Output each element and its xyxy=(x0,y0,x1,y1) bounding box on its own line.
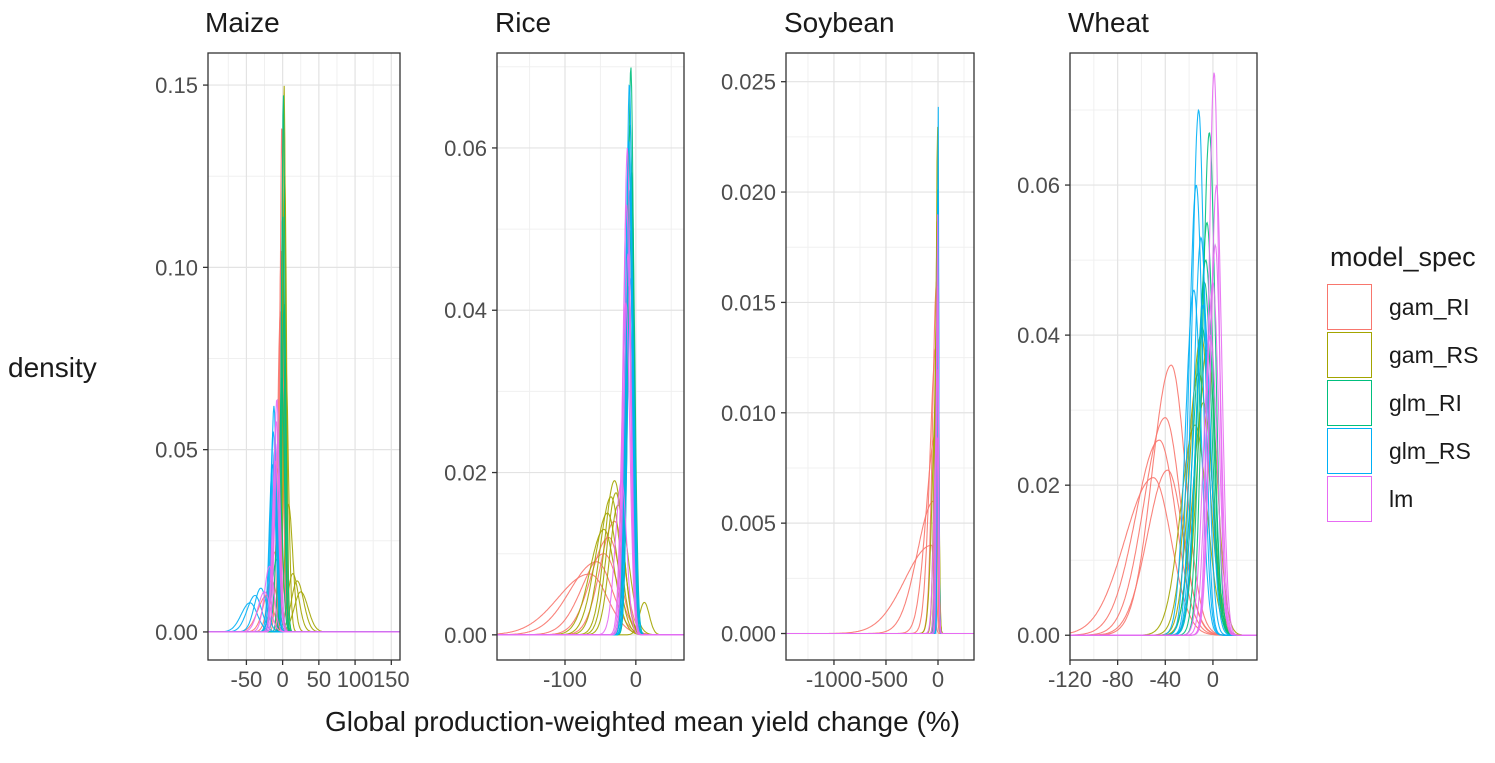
x-tick-label: 0 xyxy=(630,667,642,692)
y-tick-label: 0.00 xyxy=(155,620,198,645)
panel-title-maize: Maize xyxy=(205,7,280,38)
panel-soybean: -1000 -500 0 0.000 0.005 0.010 0.015 0.020 0.025 xyxy=(721,52,975,692)
x-tick-label: 150 xyxy=(373,667,410,692)
legend-key-swatch xyxy=(1327,284,1372,330)
panel-wheat: -120 -80 -40 0 0.00 0.02 0.04 0.06 xyxy=(1017,52,1258,692)
x-tick-label: -120 xyxy=(1048,667,1092,692)
density-curve-lm xyxy=(786,436,974,635)
panel-background xyxy=(208,53,400,660)
legend-title: model_spec xyxy=(1330,242,1476,272)
y-tick-label: 0.00 xyxy=(1017,623,1060,648)
legend-entry-glm_RI: glm_RI xyxy=(1327,379,1478,427)
y-tick-label: 0.15 xyxy=(155,73,198,98)
legend-key-swatch xyxy=(1327,380,1372,426)
y-tick-label: 0.04 xyxy=(444,298,487,323)
y-tick-label: 0.10 xyxy=(155,255,198,280)
panel-background xyxy=(497,53,684,660)
y-tick-label: 0.020 xyxy=(721,180,776,205)
x-tick-label: -500 xyxy=(864,667,908,692)
y-tick-label: 0.005 xyxy=(721,511,776,536)
y-tick-label: 0.00 xyxy=(444,623,487,648)
density-curve-lm xyxy=(208,591,400,633)
density-curve-lm xyxy=(1070,334,1257,636)
x-tick-label: -50 xyxy=(231,667,263,692)
x-tick-label: -1000 xyxy=(806,667,862,692)
y-tick-label: 0.025 xyxy=(721,70,776,95)
legend-entry-label: glm_RS xyxy=(1389,437,1471,464)
y-tick-label: 0.04 xyxy=(1017,323,1060,348)
y-tick-label: 0.02 xyxy=(444,461,487,486)
panel-border xyxy=(496,52,685,661)
x-tick-label: 100 xyxy=(337,667,374,692)
density-curve-lm xyxy=(497,479,684,636)
legend-entry-gam_RS: gam_RS xyxy=(1327,331,1478,379)
legend-entry-label: gam_RI xyxy=(1389,293,1470,320)
x-axis-title: Global production-weighted mean yield ch… xyxy=(324,706,961,737)
y-tick-label: 0.010 xyxy=(721,401,776,426)
panel-title-wheat: Wheat xyxy=(1068,7,1149,38)
y-tick-label: 0.000 xyxy=(721,622,776,647)
legend-entry-gam_RI: gam_RI xyxy=(1327,283,1478,331)
x-tick-label: 0 xyxy=(277,667,289,692)
legend-entry-lm: lm xyxy=(1327,475,1478,523)
legend-entry-label: lm xyxy=(1389,485,1414,512)
panel-title-rice: Rice xyxy=(495,7,552,38)
panel-rice: -100 0 0.00 0.02 0.04 0.06 xyxy=(444,52,685,692)
y-tick-label: 0.02 xyxy=(1017,473,1060,498)
panel-maize: -50 0 50 100 150 0.00 0.05 0.10 0.15 xyxy=(155,52,410,692)
x-tick-label: -80 xyxy=(1102,667,1134,692)
legend-key-swatch xyxy=(1327,428,1372,474)
y-tick-label: 0.05 xyxy=(155,438,198,463)
legend-entry-label: gam_RS xyxy=(1389,341,1479,368)
y-tick-label: 0.015 xyxy=(721,290,776,315)
panel-background xyxy=(1070,53,1257,660)
legend-entry-glm_RS: glm_RS xyxy=(1327,427,1478,475)
panel-title-soybean: Soybean xyxy=(784,7,895,38)
y-tick-label: 0.06 xyxy=(1017,173,1060,198)
legend-key-swatch xyxy=(1327,332,1372,378)
legend-entry-label: glm_RI xyxy=(1389,389,1462,416)
x-tick-label: 0 xyxy=(932,667,944,692)
x-tick-label: -40 xyxy=(1149,667,1181,692)
panel-border xyxy=(207,52,401,661)
legend-key-swatch xyxy=(1327,476,1372,522)
y-tick-label: 0.06 xyxy=(444,136,487,161)
panel-border xyxy=(1069,52,1258,661)
y-axis-title: density xyxy=(8,352,97,383)
panel-background xyxy=(786,53,974,660)
x-tick-label: 50 xyxy=(307,667,331,692)
x-tick-label: 0 xyxy=(1207,667,1219,692)
x-tick-label: -100 xyxy=(543,667,587,692)
panel-border xyxy=(785,52,975,661)
